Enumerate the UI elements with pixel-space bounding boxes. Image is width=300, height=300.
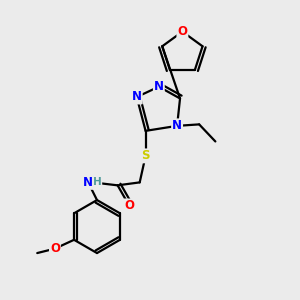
Text: N: N bbox=[83, 176, 93, 189]
Text: N: N bbox=[172, 119, 182, 132]
Text: O: O bbox=[177, 25, 188, 38]
Text: S: S bbox=[141, 149, 150, 162]
Text: O: O bbox=[50, 242, 60, 255]
Text: N: N bbox=[154, 80, 164, 93]
Text: N: N bbox=[132, 91, 142, 103]
Text: H: H bbox=[93, 177, 101, 188]
Text: O: O bbox=[124, 200, 134, 212]
